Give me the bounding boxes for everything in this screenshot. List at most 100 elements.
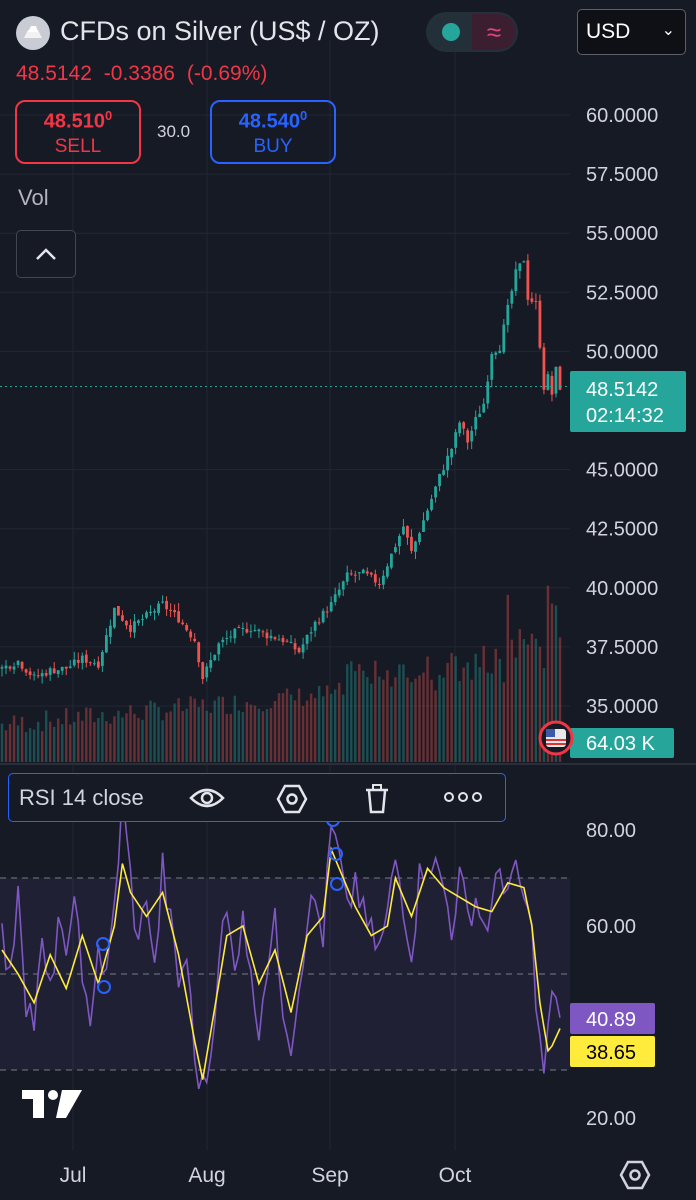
volume-bar (494, 648, 497, 762)
candle-body (169, 609, 173, 611)
collapse-legend-button[interactable] (16, 230, 76, 278)
volume-bar (121, 717, 124, 762)
currency-value: USD (586, 20, 631, 43)
candlesticks (0, 254, 562, 685)
candle-body (518, 263, 522, 271)
candle-body (381, 575, 385, 585)
volume-bar (474, 653, 477, 762)
volume-bar (157, 707, 160, 762)
candle-body (177, 611, 181, 623)
volume-bar (458, 681, 461, 762)
chart-settings-icon[interactable] (619, 1160, 651, 1190)
sell-button[interactable]: 48.5100 SELL (15, 100, 141, 164)
currency-selector[interactable]: USD ⌄ (577, 9, 686, 55)
candle-body (281, 637, 285, 643)
price-tick-label: 42.5000 (586, 519, 658, 541)
volume-bar (237, 710, 241, 762)
symbol-title[interactable]: CFDs on Silver (US$ / OZ) (60, 16, 380, 46)
candle-body (329, 602, 333, 612)
candle-body (92, 663, 96, 665)
candle-body (133, 621, 136, 633)
candle-body (434, 486, 437, 498)
candle-body (357, 572, 361, 574)
candle-body (84, 654, 88, 663)
x-tick-label: Aug (188, 1164, 225, 1187)
candle-body (309, 632, 313, 634)
candle-body (385, 566, 389, 577)
volume-bar (217, 696, 220, 762)
candle-body (64, 666, 68, 669)
volume-bar (542, 668, 546, 762)
volume-bar (169, 711, 172, 762)
volume-bar (386, 670, 389, 762)
candle-body (430, 498, 433, 510)
candle-body (446, 455, 449, 471)
us-flag-event-icon[interactable] (538, 720, 574, 756)
volume-bar (313, 698, 317, 762)
bar-countdown: 02:14:32 (586, 405, 664, 427)
volume-bar (209, 712, 212, 762)
candle-body (20, 662, 24, 669)
volume-bar (16, 725, 20, 762)
volume-bar (329, 693, 333, 762)
volume-bar (173, 703, 176, 762)
volume-bar (193, 698, 196, 762)
volume-legend[interactable]: Vol (18, 185, 49, 210)
candle-body (530, 298, 534, 302)
candle-body (273, 637, 277, 640)
candle-body (12, 666, 16, 670)
candle-body (209, 659, 213, 668)
wave-icon: ≈ (472, 14, 516, 50)
last-price-badge (570, 371, 686, 432)
candle-body (189, 631, 193, 638)
volume-bar (73, 721, 76, 762)
volume-bar (201, 699, 204, 762)
trash-icon[interactable] (364, 784, 390, 814)
volume-bar (293, 700, 297, 762)
volume-bar (97, 718, 100, 762)
volume-bar (317, 686, 321, 762)
candle-body (305, 634, 309, 644)
volume-bar (65, 708, 68, 762)
volume-bar (285, 688, 289, 762)
buy-button[interactable]: 48.5400 BUY (210, 100, 336, 164)
candle-body (173, 610, 177, 613)
more-options-icon[interactable] (443, 790, 483, 804)
volume-bars (0, 585, 562, 762)
eye-icon[interactable] (189, 784, 225, 812)
candle-body (478, 413, 482, 418)
candle-body (361, 569, 365, 574)
volume-bar (101, 712, 104, 762)
rsi-tick-label: 80.00 (586, 820, 636, 842)
volume-bar (526, 644, 530, 762)
rsi-pane (0, 790, 570, 1090)
volume-bar (378, 676, 381, 762)
volume-bar (398, 664, 401, 762)
volume-bar (105, 721, 108, 762)
volume-bar (24, 732, 28, 762)
rsi-legend[interactable]: RSI 14 close (8, 773, 506, 822)
candle-body (28, 671, 32, 676)
candle-body (197, 642, 201, 663)
candle-body (550, 375, 554, 395)
candle-body (442, 470, 445, 475)
candle-body (213, 654, 217, 661)
x-tick-label: Sep (311, 1164, 348, 1187)
volume-bar (522, 639, 526, 762)
volume-badge-value: 64.03 K (586, 733, 656, 755)
sell-label: SELL (54, 135, 102, 157)
volume-bar (57, 718, 60, 762)
candle-body (265, 632, 269, 639)
candle-body (526, 260, 530, 300)
price-tick-label: 57.5000 (586, 164, 658, 186)
candle-body (217, 643, 221, 655)
candle-body (486, 381, 490, 404)
candle-body (377, 584, 381, 586)
candle-body (68, 666, 72, 668)
volume-bar (241, 712, 245, 762)
candle-body (490, 353, 494, 380)
volume-bar (69, 724, 72, 762)
settings-hexagon-icon[interactable] (276, 784, 308, 814)
volume-bar (221, 696, 224, 762)
